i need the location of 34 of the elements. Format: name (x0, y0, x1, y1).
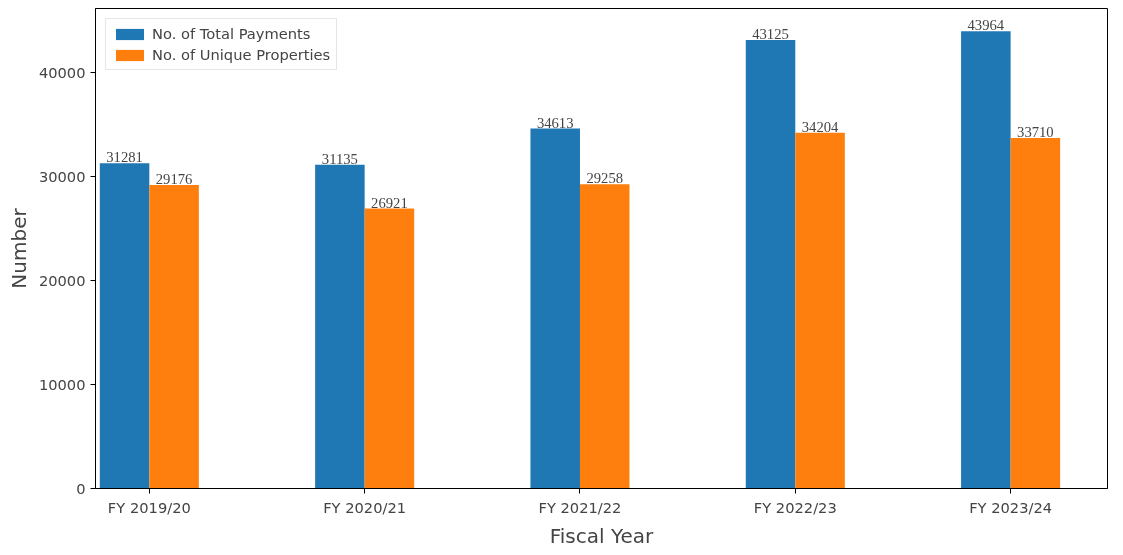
bar (315, 164, 365, 489)
bar (961, 31, 1011, 489)
y-tick-label: 20000 (38, 271, 86, 289)
x-tick-label: FY 2019/20 (107, 498, 191, 516)
bar (1010, 137, 1061, 489)
x-tick-label: FY 2023/24 (969, 498, 1053, 516)
bar (99, 163, 150, 489)
y-axis-title: Number (6, 207, 31, 289)
data-label: 29258 (586, 170, 624, 187)
x-axis-title: Fiscal Year (549, 523, 655, 548)
legend-label: No. of Unique Properties (152, 46, 331, 63)
y-tick-label: 40000 (38, 63, 86, 81)
data-label: 26921 (371, 194, 408, 211)
bar (530, 128, 580, 489)
legend-label: No. of Total Payments (152, 25, 311, 42)
y-tick-label: 0 (76, 479, 86, 497)
data-label: 29176 (155, 171, 193, 188)
x-tick-label: FY 2022/23 (753, 498, 837, 516)
y-tick-label: 30000 (38, 167, 86, 185)
x-tick-label: FY 2020/21 (323, 498, 407, 516)
data-label: 34204 (801, 118, 840, 135)
y-tick-label: 10000 (38, 375, 86, 393)
data-label: 31135 (321, 150, 358, 167)
bar (579, 184, 630, 489)
bar (795, 132, 845, 489)
bar (149, 185, 199, 489)
data-label: 34613 (536, 114, 574, 131)
data-label: 43964 (967, 17, 1005, 34)
bar (745, 40, 796, 489)
data-label: 43125 (752, 26, 789, 43)
data-label: 31281 (106, 149, 143, 166)
bar (364, 208, 415, 489)
x-tick-label: FY 2021/22 (538, 498, 622, 516)
data-label: 33710 (1017, 123, 1054, 140)
